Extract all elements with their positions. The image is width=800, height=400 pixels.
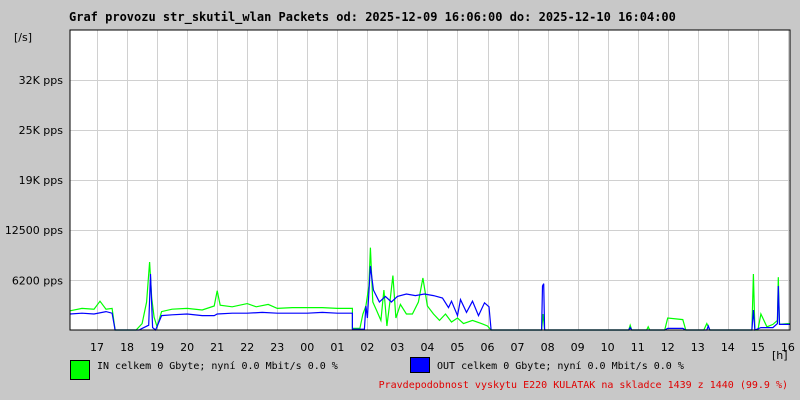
x-tick-label: 00 — [300, 341, 314, 354]
legend-in-swatch — [70, 360, 90, 380]
y-tick-label: 6200 pps — [12, 274, 63, 287]
x-tick-label: 05 — [450, 341, 464, 354]
y-axis: 6200 pps 12500 pps 19K pps 25K pps 32K pps — [5, 74, 63, 287]
chart-title: Graf provozu str_skutil_wlan Packets od:… — [69, 10, 676, 24]
legend-out-label: OUT celkem 0 Gbyte; nyní 0.0 Mbit/s 0.0 … — [437, 361, 684, 372]
x-tick-label: 10 — [601, 341, 615, 354]
x-tick-label: 15 — [751, 341, 765, 354]
x-tick-label: 12 — [661, 341, 675, 354]
x-tick-label: 14 — [721, 341, 735, 354]
x-tick-label: 11 — [631, 341, 645, 354]
x-tick-label: 13 — [691, 341, 705, 354]
x-tick-label: 19 — [150, 341, 164, 354]
x-axis-unit-label: [h] — [772, 349, 788, 362]
x-axis: 17 18 19 20 21 22 23 00 01 02 03 04 05 06 07 08 09 10 11 12… — [90, 341, 795, 354]
x-tick-label: 03 — [390, 341, 404, 354]
x-tick-label: 09 — [571, 341, 585, 354]
x-tick-label: 20 — [180, 341, 194, 354]
x-tick-label: 17 — [90, 341, 104, 354]
y-tick-label: 19K pps — [19, 174, 64, 187]
y-tick-label: 25K pps — [19, 124, 64, 137]
x-tick-label: 18 — [120, 341, 134, 354]
x-tick-label: 04 — [420, 341, 434, 354]
x-tick-label: 22 — [240, 341, 254, 354]
x-tick-label: 01 — [330, 341, 344, 354]
x-tick-label: 07 — [511, 341, 525, 354]
x-tick-label: 06 — [481, 341, 495, 354]
x-tick-label: 23 — [270, 341, 284, 354]
footer-note: Pravdepodobnost vyskytu E220 KULATAK na … — [378, 380, 788, 391]
x-tick-label: 21 — [210, 341, 224, 354]
y-tick-label: 32K pps — [19, 74, 64, 87]
y-axis-unit-label: [/s] — [14, 31, 32, 44]
legend-in-label: IN celkem 0 Gbyte; nyní 0.0 Mbit/s 0.0 % — [97, 361, 338, 372]
x-tick-label: 16 — [781, 341, 795, 354]
plot-border — [69, 29, 791, 331]
x-tick-label: 02 — [360, 341, 374, 354]
grid — [70, 30, 790, 330]
y-tick-label: 12500 pps — [5, 224, 63, 237]
legend-out-swatch — [410, 357, 430, 373]
x-tick-label: 08 — [541, 341, 555, 354]
